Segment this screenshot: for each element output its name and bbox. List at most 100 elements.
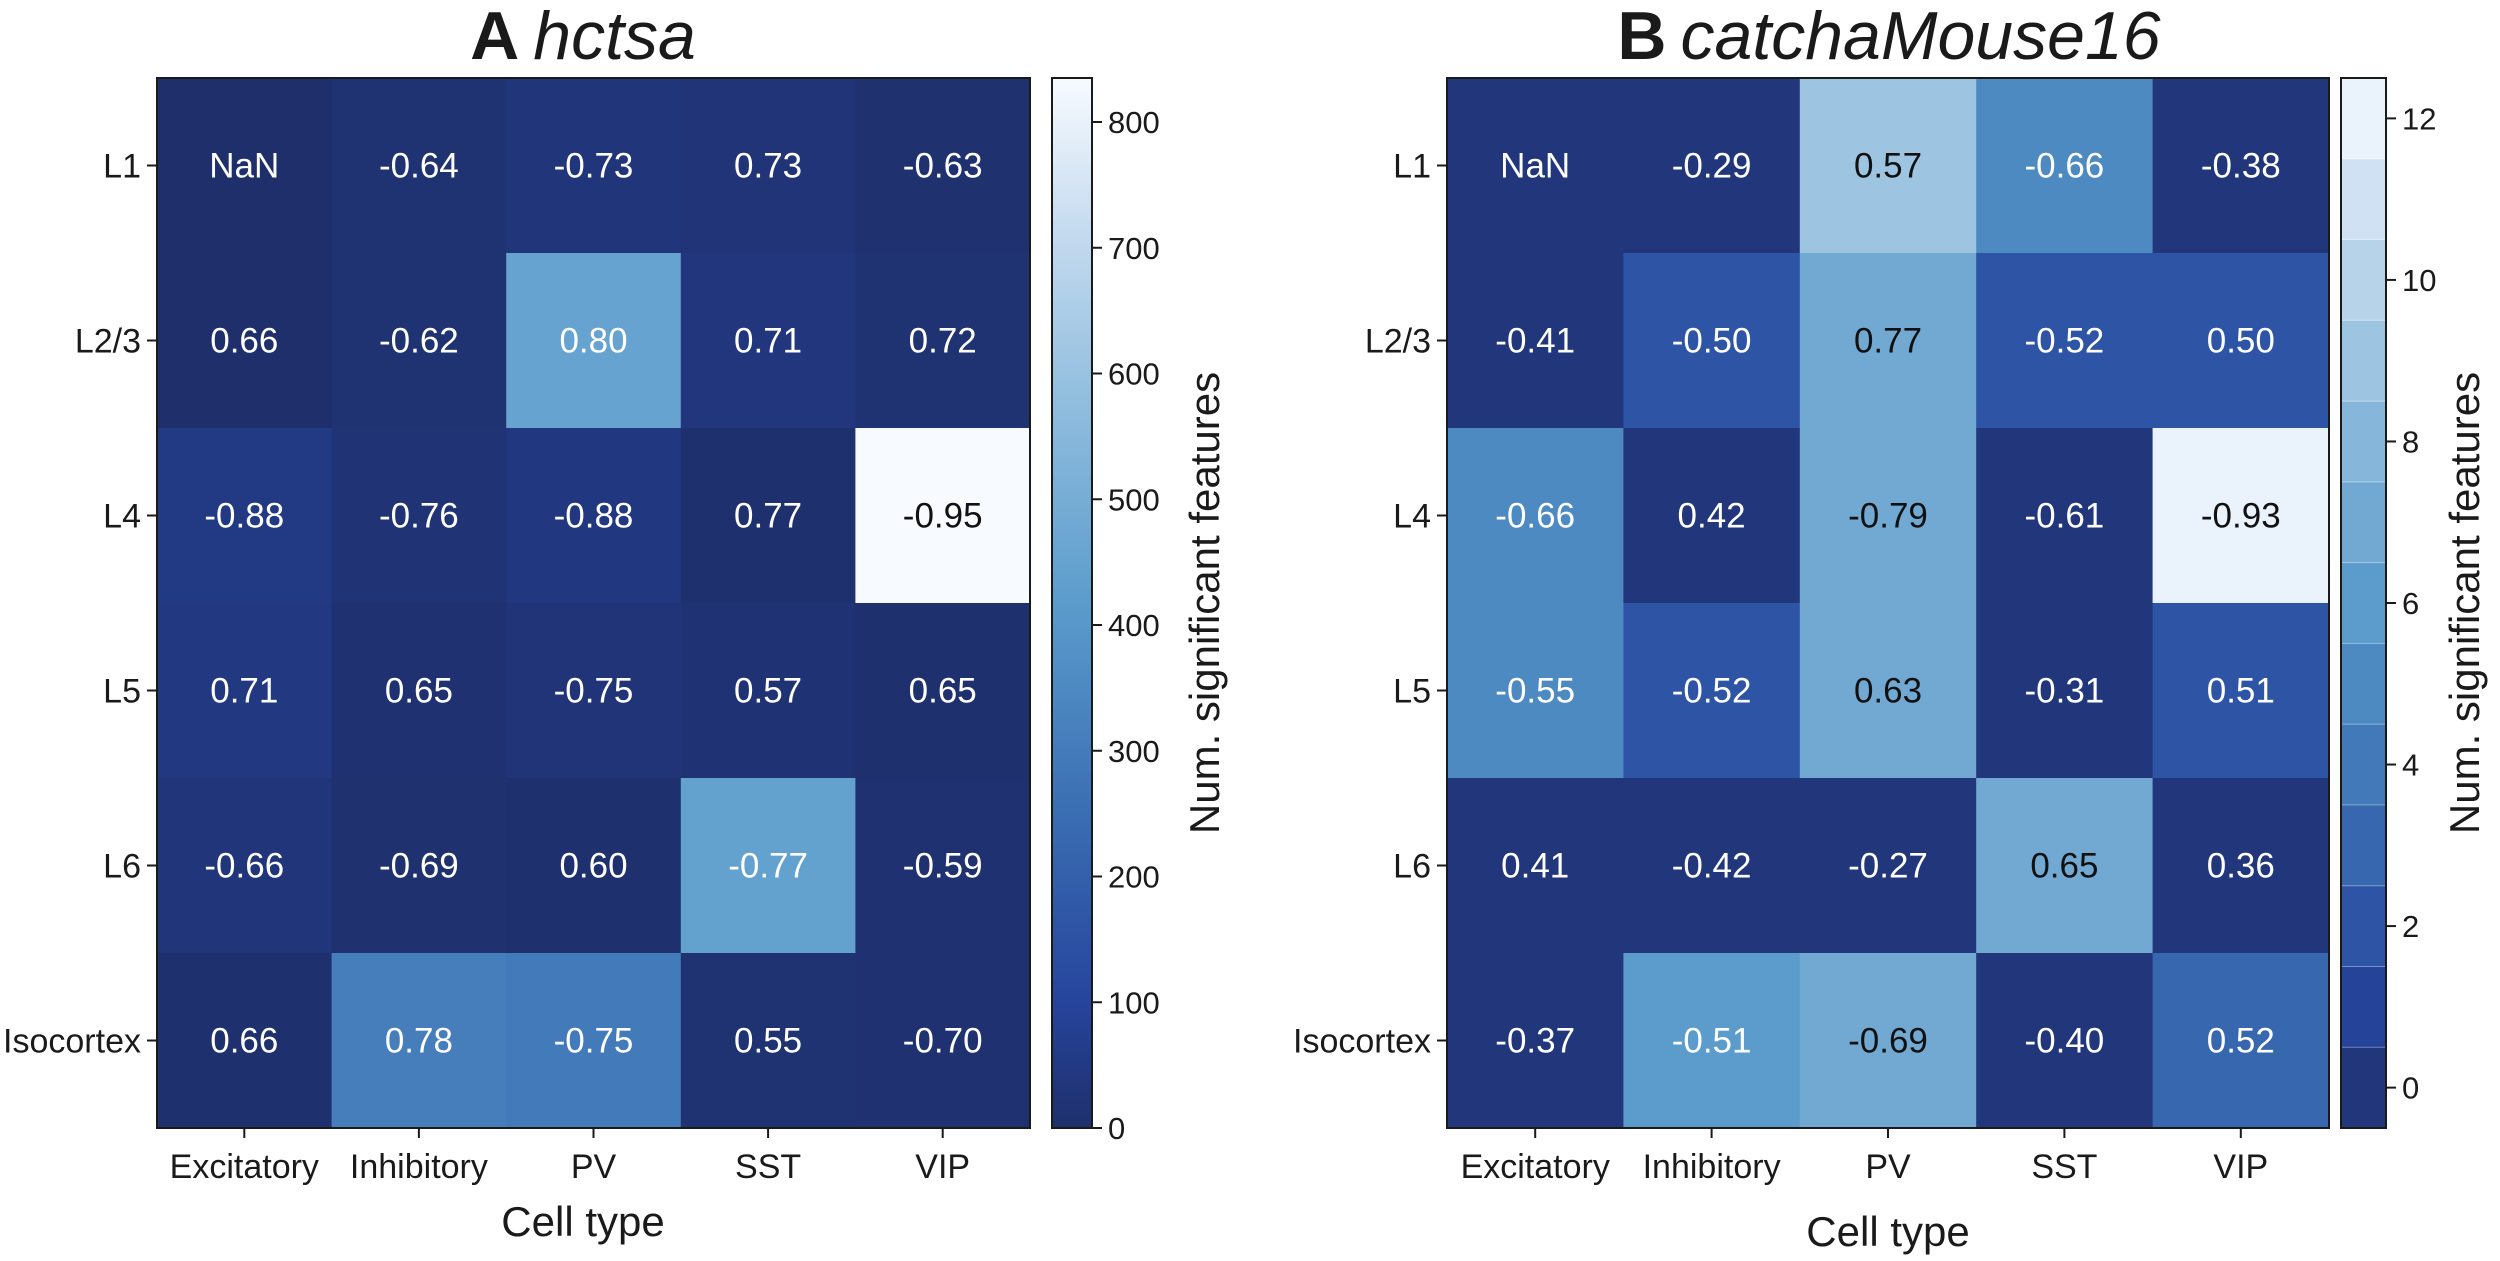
panel-b-cell: [1799, 953, 1977, 1129]
panel-b-xlabel: Cell type: [1806, 1208, 1969, 1255]
panel-a-cell-label: 0.55: [734, 1022, 802, 1061]
panel-a-xlabel: Cell type: [501, 1198, 664, 1245]
panel-a-cell: [855, 778, 1031, 954]
panel-a-colorbar-tick-label: 700: [1108, 231, 1160, 266]
panel-b-colorbar-tick-label: 10: [2402, 263, 2436, 298]
panel-b-cell: [1799, 778, 1977, 954]
panel-b-colorbar-segment: [2341, 158, 2386, 241]
panel-b-colorbar-segments: [2341, 78, 2386, 1129]
panel-a-cell: [680, 603, 856, 779]
panel-a-cell: [331, 953, 507, 1129]
panel-a-cell-label: NaN: [209, 147, 279, 186]
panel-b-cell: [1447, 778, 1624, 954]
panel-b-cell-label: -0.52: [1672, 672, 1752, 711]
panel-a-cell: [506, 253, 682, 429]
panel-b-cell-label: NaN: [1500, 147, 1570, 186]
panel-b-colorbar-segment: [2341, 481, 2386, 564]
panel-b-cell: [2152, 253, 2330, 429]
panel-a-cell-label: 0.73: [734, 147, 802, 186]
panel-a-cell-label: 0.66: [210, 1022, 278, 1061]
panel-b-cell: [1447, 428, 1624, 604]
panel-b-cell-label: 0.65: [2030, 847, 2098, 886]
panel-b-cell-label: -0.31: [2025, 672, 2105, 711]
panel-b-name: catchaMouse16: [1681, 0, 2161, 74]
panel-a-cell: [157, 603, 333, 779]
panel-a-colorbar-tick-label: 0: [1108, 1111, 1125, 1146]
panel-b-x-tick-label: Inhibitory: [1643, 1148, 1781, 1186]
panel-b-cell: [1976, 78, 2154, 254]
panel-a-cell: [331, 778, 507, 954]
panel-a-cell-label: 0.80: [559, 322, 627, 361]
panel-b-colorbar-tick-label: 2: [2402, 909, 2419, 944]
panel-b-colorbar-tick-label: 6: [2402, 586, 2419, 621]
panel-a-cell-label: 0.65: [385, 672, 453, 711]
panel-b-colorbar-segment: [2341, 320, 2386, 402]
panel-b-colorbar: 0 2 4 6 8 10 12 Num. significant features: [2340, 77, 2488, 1129]
panel-a-y-tick-label: Isocortex: [3, 1023, 141, 1061]
panel-a-cell-label: 0.66: [210, 322, 278, 361]
panel-b-heatmap: NaN -0.29 0.57 -0.66 -0.38 -0.41 -0.50 0.77 -0.5…: [1447, 78, 2330, 1129]
panel-a-x-tick-label: VIP: [915, 1148, 970, 1186]
panel-a-cell-label: -0.88: [554, 497, 634, 536]
panel-a-colorbar-gradient: [1051, 77, 1093, 1129]
panel-a-cell: [506, 603, 682, 779]
panel-a-x-tick-label: Inhibitory: [350, 1148, 488, 1186]
panel-a-cell-label: -0.77: [728, 847, 808, 886]
panel-b-cell: [1976, 428, 2154, 604]
panel-a-cell: [331, 253, 507, 429]
panel-a-x-ticks: Excitatory Inhibitory PV SST VIP: [170, 1128, 970, 1186]
panel-a-cell-label: -0.95: [903, 497, 983, 536]
panel-b-cell-label: -0.66: [2025, 147, 2105, 186]
panel-a-cell: [157, 778, 333, 954]
panel-b-cell: [1976, 953, 2154, 1129]
panel-a-cell-label: -0.73: [554, 147, 634, 186]
panel-a-colorbar-tick-label: 400: [1108, 608, 1160, 643]
panel-a-cell: [157, 953, 333, 1129]
panel-a-y-tick-label: L4: [103, 498, 141, 536]
panel-b-cell: [2152, 428, 2330, 604]
panel-a-cell: [855, 253, 1031, 429]
panel-a-cell: [506, 78, 682, 254]
panel-b-letter: B: [1617, 0, 1666, 74]
panel-b-cell-label: -0.61: [2025, 497, 2105, 536]
panel-b-colorbar-segment: [2341, 724, 2386, 806]
panel-b-colorbar-segment: [2341, 885, 2386, 967]
panel-b-y-tick-label: Isocortex: [1293, 1023, 1431, 1061]
panel-b-cell: [1799, 428, 1977, 604]
panel-a-y-tick-label: L2/3: [75, 323, 141, 361]
panel-a-cell-label: -0.70: [903, 1022, 983, 1061]
panel-b-colorbar-tick-label: 12: [2402, 101, 2436, 136]
panel-a-colorbar-tick-label: 100: [1108, 985, 1160, 1020]
panel-a-cell-label: -0.59: [903, 847, 983, 886]
panel-a-letter: A: [470, 0, 519, 74]
panel-b-cell-label: -0.93: [2201, 497, 2281, 536]
panel-a-cell-label: 0.72: [909, 322, 977, 361]
panel-a-cell: [157, 78, 333, 254]
panel-b-y-ticks: L1 L2/3 L4 L5 L6 Isocortex: [1293, 148, 1447, 1061]
panel-b-cell-label: -0.52: [2025, 322, 2105, 361]
panel-b-colorbar-segment: [2341, 643, 2386, 725]
panel-a-colorbar-tick-label: 600: [1108, 357, 1160, 392]
panel-b-cell: [1799, 603, 1977, 779]
panel-a-cell: [680, 953, 856, 1129]
panel-b-cell-label: -0.42: [1672, 847, 1752, 886]
panel-b-colorbar-segment: [2341, 78, 2386, 160]
panel-a-cell-label: 0.60: [559, 847, 627, 886]
panel-b-cell: [1623, 428, 1801, 604]
panel-b-y-tick-label: L5: [1393, 673, 1431, 711]
panel-b-cell-label: -0.69: [1848, 1022, 1928, 1061]
panel-b-cell: [2152, 953, 2330, 1129]
panel-b-cell: [2152, 78, 2330, 254]
panel-a-cell: [506, 778, 682, 954]
panel-b-x-tick-label: SST: [2031, 1148, 2097, 1186]
panel-b-x-tick-label: Excitatory: [1461, 1148, 1610, 1186]
panel-b-cell-label: -0.29: [1672, 147, 1752, 186]
panel-b-colorbar-segment: [2341, 804, 2386, 887]
panel-a-x-tick-label: PV: [571, 1148, 617, 1186]
panel-b-cell-label: -0.37: [1495, 1022, 1575, 1061]
panel-b-cell: [1447, 253, 1624, 429]
panel-a-cell-label: -0.88: [204, 497, 284, 536]
